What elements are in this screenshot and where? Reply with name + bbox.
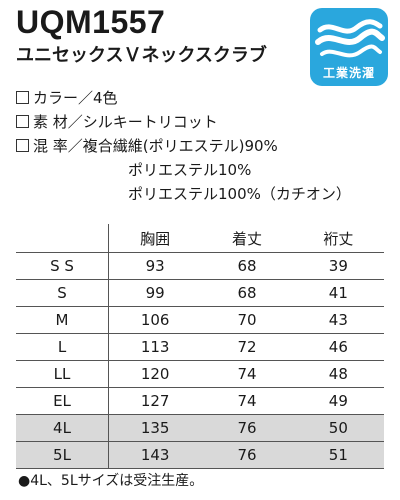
- table-row: L 113 72 46: [16, 333, 384, 361]
- spec-material: 素 材／シルキートリコット: [16, 110, 218, 134]
- table-row-made-to-order: 4L 135 76 50: [16, 414, 384, 442]
- header-size: [16, 224, 109, 253]
- length-cell: 76: [201, 414, 293, 442]
- size-cell: M: [16, 306, 109, 334]
- length-cell: 74: [201, 360, 293, 388]
- industrial-wash-badge: 工業洗濯: [310, 8, 388, 86]
- badge-label: 工業洗濯: [322, 66, 375, 80]
- length-cell: 68: [201, 279, 293, 307]
- header-sleeve: 裄丈: [292, 224, 384, 253]
- size-table: 胸囲 着丈 裄丈 S S 93 68 39 S 99 68 41 M 106 7…: [16, 224, 384, 469]
- size-cell: LL: [16, 360, 109, 388]
- chest-cell: 127: [108, 387, 202, 415]
- sleeve-cell: 49: [292, 387, 384, 415]
- sleeve-cell: 46: [292, 333, 384, 361]
- sleeve-cell: 39: [292, 252, 384, 280]
- size-cell: S: [16, 279, 109, 307]
- product-name: ユニセックスＶネックスクラブ: [16, 45, 267, 66]
- length-cell: 76: [201, 441, 293, 469]
- sleeve-cell: 50: [292, 414, 384, 442]
- table-row: M 106 70 43: [16, 306, 384, 334]
- size-cell: L: [16, 333, 109, 361]
- sleeve-cell: 43: [292, 306, 384, 334]
- chest-cell: 113: [108, 333, 202, 361]
- sleeve-cell: 48: [292, 360, 384, 388]
- chest-cell: 135: [108, 414, 202, 442]
- chest-cell: 106: [108, 306, 202, 334]
- size-cell: 4L: [16, 414, 109, 442]
- spec-color: カラー／4色: [16, 86, 118, 110]
- length-cell: 68: [201, 252, 293, 280]
- size-cell: S S: [16, 252, 109, 280]
- size-cell: 5L: [16, 441, 109, 469]
- length-cell: 70: [201, 306, 293, 334]
- table-row: EL 127 74 49: [16, 387, 384, 415]
- length-cell: 72: [201, 333, 293, 361]
- spec-blend: 混 率／複合繊維(ポリエステル)90%: [16, 134, 278, 158]
- chest-cell: 120: [108, 360, 202, 388]
- table-row: S S 93 68 39: [16, 252, 384, 280]
- table-row: S 99 68 41: [16, 279, 384, 307]
- sleeve-cell: 51: [292, 441, 384, 469]
- sleeve-cell: 41: [292, 279, 384, 307]
- chest-cell: 93: [108, 252, 202, 280]
- wave-icon: [315, 19, 385, 58]
- checkbox-icon: [16, 115, 29, 128]
- table-header-row: 胸囲 着丈 裄丈: [16, 224, 384, 253]
- size-cell: EL: [16, 387, 109, 415]
- header-chest: 胸囲: [108, 224, 202, 253]
- checkbox-icon: [16, 91, 29, 104]
- table-row: LL 120 74 48: [16, 360, 384, 388]
- length-cell: 74: [201, 387, 293, 415]
- header-length: 着丈: [201, 224, 293, 253]
- checkbox-icon: [16, 139, 29, 152]
- chest-cell: 143: [108, 441, 202, 469]
- made-to-order-note: ●4L、5Lサイズは受注生産。: [18, 473, 204, 489]
- model-code: UQM1557: [16, 4, 166, 40]
- spec-blend-line-2: ポリエステル10%: [128, 161, 252, 179]
- spec-blend-line-3: ポリエステル100%（カチオン）: [128, 185, 351, 203]
- table-row-made-to-order: 5L 143 76 51: [16, 441, 384, 469]
- chest-cell: 99: [108, 279, 202, 307]
